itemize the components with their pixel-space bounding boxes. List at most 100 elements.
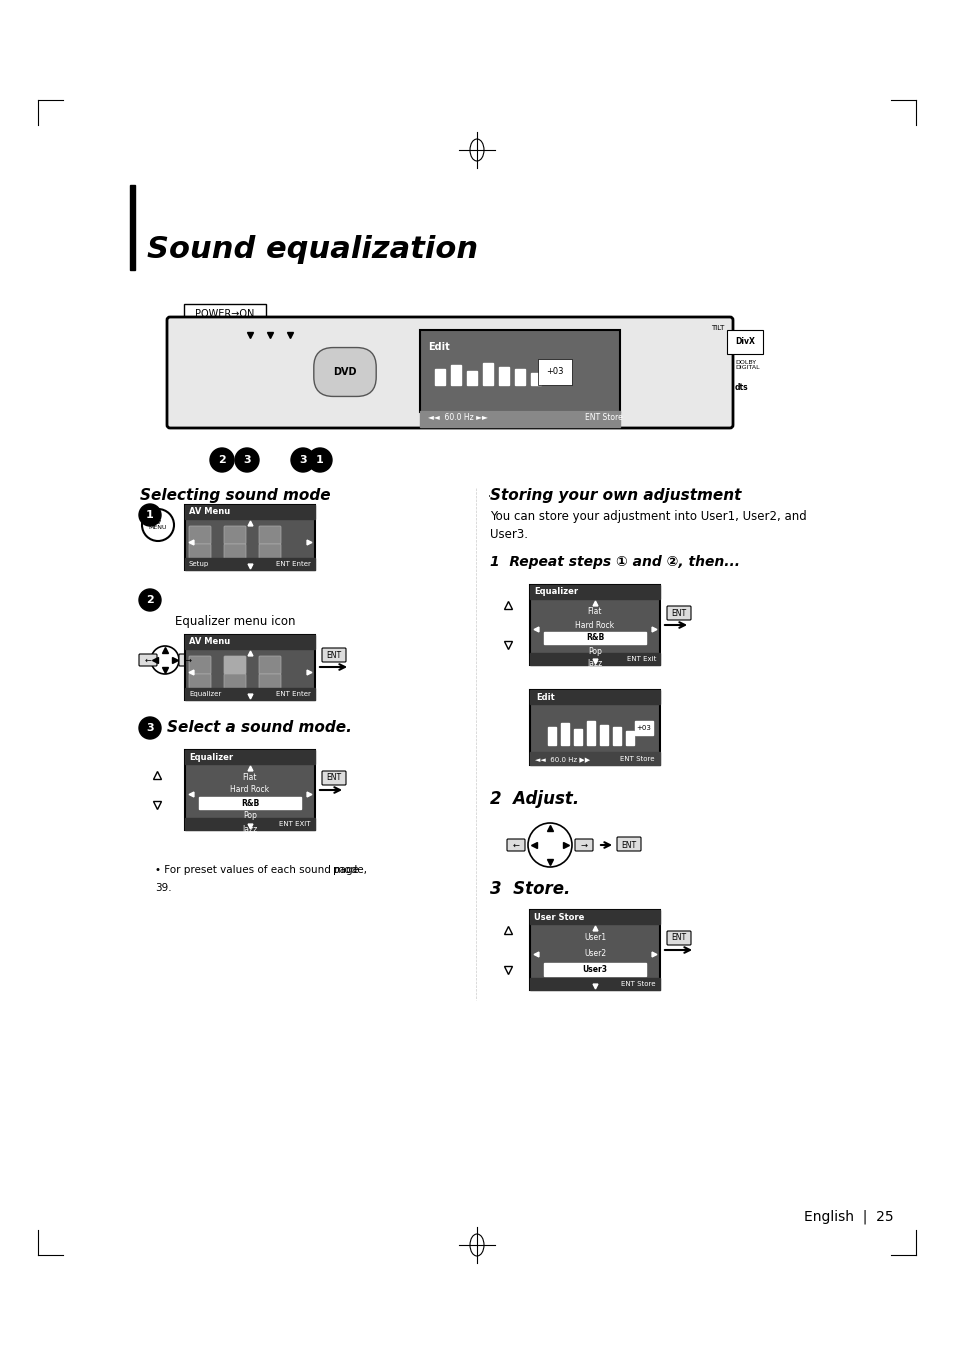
Bar <box>530 910 659 923</box>
FancyBboxPatch shape <box>666 931 690 945</box>
Text: ←: ← <box>512 841 519 849</box>
Text: 2  Adjust.: 2 Adjust. <box>490 790 578 809</box>
Text: 2: 2 <box>218 455 226 464</box>
Text: 3: 3 <box>146 724 153 733</box>
Bar <box>625 730 634 745</box>
FancyBboxPatch shape <box>167 317 732 428</box>
Text: 39.: 39. <box>154 883 172 892</box>
Circle shape <box>139 589 161 612</box>
Text: R&B: R&B <box>240 798 259 807</box>
Text: Jazz: Jazz <box>242 825 257 833</box>
FancyBboxPatch shape <box>322 648 346 662</box>
Circle shape <box>308 448 332 472</box>
Text: User1: User1 <box>583 933 605 942</box>
Text: ENT: ENT <box>671 933 686 942</box>
Text: Equalizer: Equalizer <box>534 587 578 597</box>
Text: Storing your own adjustment: Storing your own adjustment <box>490 487 740 504</box>
Bar <box>419 329 619 412</box>
Text: User3: User3 <box>582 965 607 973</box>
Text: ENT Enter: ENT Enter <box>275 691 311 697</box>
Bar <box>185 818 314 830</box>
Bar <box>185 634 314 649</box>
Text: ENT: ENT <box>326 774 341 783</box>
Bar <box>467 371 476 385</box>
Text: dts: dts <box>734 383 748 393</box>
Text: ENT Store: ENT Store <box>620 981 656 987</box>
FancyBboxPatch shape <box>139 653 157 666</box>
Bar <box>482 363 493 385</box>
FancyBboxPatch shape <box>666 606 690 620</box>
Bar <box>530 585 659 599</box>
Bar <box>543 632 645 644</box>
Text: 1  Repeat steps ① and ②, then...: 1 Repeat steps ① and ②, then... <box>490 555 740 568</box>
Text: ENT Store: ENT Store <box>584 413 622 423</box>
Text: Edit: Edit <box>428 342 449 352</box>
Bar <box>530 752 659 765</box>
Bar <box>530 977 659 990</box>
Bar <box>613 728 620 745</box>
Text: ENT: ENT <box>671 609 686 617</box>
Text: ENT Exit: ENT Exit <box>626 656 656 662</box>
Bar <box>586 721 595 745</box>
Bar <box>515 369 524 385</box>
Text: 3: 3 <box>243 455 251 464</box>
Text: Pop: Pop <box>587 647 601 656</box>
Bar <box>185 634 314 701</box>
Bar <box>574 729 581 745</box>
Text: Flat: Flat <box>242 772 257 782</box>
Bar <box>130 185 135 270</box>
Text: Equalizer menu icon: Equalizer menu icon <box>174 616 295 628</box>
Text: Sound equalization: Sound equalization <box>147 235 477 265</box>
Circle shape <box>139 717 161 738</box>
FancyBboxPatch shape <box>617 837 640 850</box>
FancyBboxPatch shape <box>575 838 593 850</box>
Text: ENT Store: ENT Store <box>619 756 655 761</box>
FancyBboxPatch shape <box>179 653 196 666</box>
Text: ENT Enter: ENT Enter <box>275 562 311 567</box>
Bar <box>185 751 314 764</box>
Bar <box>530 585 659 666</box>
FancyBboxPatch shape <box>224 656 246 674</box>
Text: DVD: DVD <box>333 367 356 377</box>
Text: 3  Store.: 3 Store. <box>490 880 570 898</box>
Bar <box>531 373 540 385</box>
Text: Select a sound mode.: Select a sound mode. <box>167 721 352 736</box>
FancyBboxPatch shape <box>184 304 266 324</box>
Bar <box>530 690 659 765</box>
Text: ENT: ENT <box>326 651 341 660</box>
Text: DivX: DivX <box>734 338 754 347</box>
FancyBboxPatch shape <box>224 526 246 544</box>
Text: →: → <box>579 841 587 849</box>
Text: Selecting sound mode: Selecting sound mode <box>140 487 331 504</box>
Text: ,: , <box>234 450 239 463</box>
Bar <box>185 751 314 830</box>
Bar <box>530 653 659 666</box>
FancyBboxPatch shape <box>224 544 246 562</box>
Text: page: page <box>333 865 358 875</box>
Text: DOLBY
DIGITAL: DOLBY DIGITAL <box>734 359 759 370</box>
Text: User2: User2 <box>583 949 605 958</box>
Text: AV
MENU: AV MENU <box>149 520 167 531</box>
FancyBboxPatch shape <box>258 674 281 693</box>
Text: • For preset values of each sound mode,: • For preset values of each sound mode, <box>154 865 367 875</box>
Text: ◄◄  60.0 Hz ►►: ◄◄ 60.0 Hz ►► <box>428 413 490 423</box>
Bar <box>560 724 568 745</box>
Bar <box>498 367 509 385</box>
Text: ENT EXIT: ENT EXIT <box>279 821 311 828</box>
FancyBboxPatch shape <box>189 526 211 544</box>
Text: 3: 3 <box>299 455 307 464</box>
Circle shape <box>234 448 258 472</box>
Text: +03: +03 <box>546 367 563 377</box>
FancyBboxPatch shape <box>258 526 281 544</box>
Bar <box>419 410 619 427</box>
Text: You can store your adjustment into User1, User2, and
User3.: You can store your adjustment into User1… <box>490 510 806 541</box>
Text: Equalizer: Equalizer <box>189 752 233 761</box>
Text: Edit: Edit <box>536 693 554 702</box>
Bar <box>543 963 645 976</box>
Text: English  |  25: English | 25 <box>803 1210 893 1224</box>
Bar <box>530 690 659 703</box>
Bar <box>547 728 556 745</box>
Text: →: → <box>184 656 192 664</box>
FancyBboxPatch shape <box>258 544 281 562</box>
Text: Setup: Setup <box>189 562 209 567</box>
